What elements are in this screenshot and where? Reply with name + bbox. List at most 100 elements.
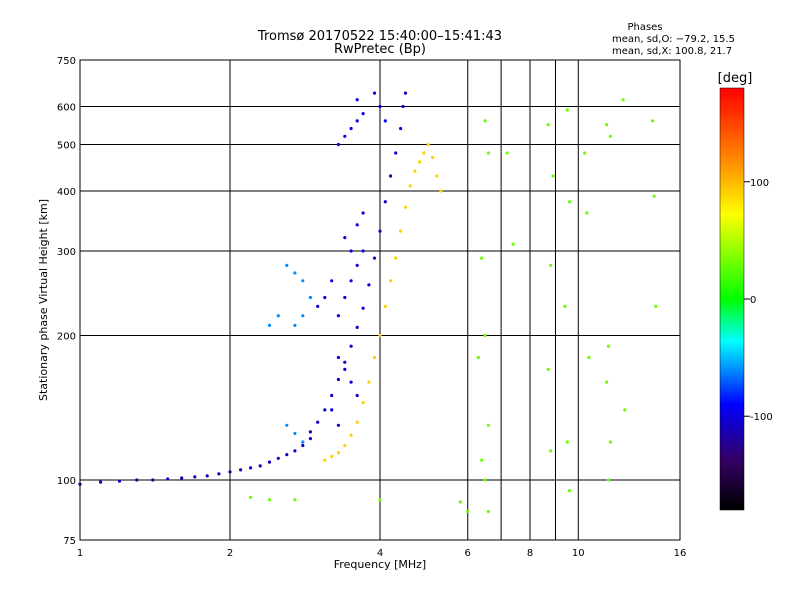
data-point [355, 393, 359, 398]
data-point [301, 279, 305, 283]
data-point [355, 98, 359, 102]
data-point [330, 393, 334, 398]
data-point [483, 119, 487, 123]
data-point [267, 498, 272, 502]
data-point [99, 480, 103, 484]
data-point [301, 443, 305, 448]
data-point [587, 355, 591, 360]
data-point [389, 279, 393, 283]
y-axis-label: Stationary phase Virtual Height [km] [37, 199, 50, 401]
data-point [285, 263, 289, 267]
data-point [505, 151, 509, 155]
data-point [361, 211, 365, 215]
data-point [483, 478, 487, 482]
data-point [486, 151, 490, 155]
data-point [323, 295, 327, 300]
data-point [349, 433, 353, 437]
data-point [330, 279, 334, 283]
data-point [355, 263, 359, 267]
data-point [166, 477, 170, 481]
chart-title: Tromsø 20170522 15:40:00–15:41:43 [257, 29, 502, 44]
data-point [652, 194, 656, 198]
data-point [567, 489, 572, 493]
data-point [486, 509, 490, 514]
data-point [336, 451, 340, 455]
data-point [355, 223, 359, 227]
x-tick-label: 4 [377, 548, 383, 559]
colorbar-label: [deg] [718, 71, 753, 86]
y-tick-label: 600 [57, 103, 76, 114]
data-point [408, 184, 412, 188]
data-point [394, 151, 398, 155]
data-point [431, 155, 435, 159]
data-point [151, 478, 155, 482]
data-point [654, 304, 658, 308]
data-point [372, 355, 377, 360]
data-point [403, 91, 408, 95]
data-point [367, 380, 371, 384]
stats-line-o: mean, sd,O: −79.2, 15.5 [612, 34, 735, 45]
data-point [565, 440, 569, 444]
data-point [293, 323, 297, 327]
stats-line-x: mean, sd,X: 100.8, 21.7 [612, 46, 732, 57]
y-tick-label: 200 [57, 332, 76, 343]
data-point [267, 323, 272, 327]
data-point [372, 256, 377, 260]
data-point [417, 160, 422, 164]
data-point [249, 495, 253, 499]
x-tick-label: 1 [77, 548, 83, 559]
data-point [316, 304, 320, 308]
data-point [605, 123, 609, 127]
data-point [336, 314, 340, 318]
y-axis-ticks: 75 100 200 300 400 500 600 750 [57, 56, 76, 547]
grid-layer [79, 59, 681, 541]
x-tick-label: 6 [465, 548, 471, 559]
data-point [413, 169, 417, 173]
data-point [361, 249, 365, 253]
data-point [349, 344, 353, 348]
data-point [367, 283, 371, 287]
data-point [372, 91, 377, 95]
data-point [623, 408, 627, 412]
data-point [567, 200, 572, 204]
data-point [293, 431, 297, 436]
data-point [565, 108, 569, 112]
data-point [378, 333, 382, 338]
y-tick-label: 400 [57, 187, 76, 198]
data-point [585, 211, 589, 215]
data-point [267, 460, 272, 464]
data-point [361, 401, 365, 405]
data-point [301, 440, 305, 444]
data-point [439, 189, 443, 193]
data-point [383, 304, 387, 308]
data-point [349, 126, 353, 131]
data-point [383, 119, 387, 123]
data-point [336, 423, 340, 427]
data-point [293, 449, 297, 453]
data-point [389, 174, 393, 178]
data-point [486, 423, 490, 427]
data-point [301, 314, 305, 318]
data-point [422, 151, 426, 155]
x-axis-label: Frequency [MHz] [334, 558, 426, 571]
data-point [330, 408, 334, 412]
y-tick-label: 750 [57, 56, 76, 67]
data-point [383, 200, 387, 204]
data-point [361, 112, 365, 116]
colorbar [719, 87, 745, 511]
data-point [276, 314, 280, 318]
data-point [355, 119, 359, 123]
data-point [205, 474, 209, 478]
chart-subtitle: RwPretec (Bp) [334, 42, 426, 57]
y-tick-label: 75 [63, 536, 76, 547]
stats-heading: Phases [627, 22, 662, 33]
y-tick-label: 300 [57, 247, 76, 258]
data-point [308, 295, 312, 300]
x-tick-label: 2 [227, 548, 233, 559]
data-point [651, 119, 655, 123]
data-point [605, 380, 609, 384]
data-point [394, 256, 398, 260]
y-tick-label: 500 [57, 141, 76, 152]
data-point [361, 306, 365, 310]
